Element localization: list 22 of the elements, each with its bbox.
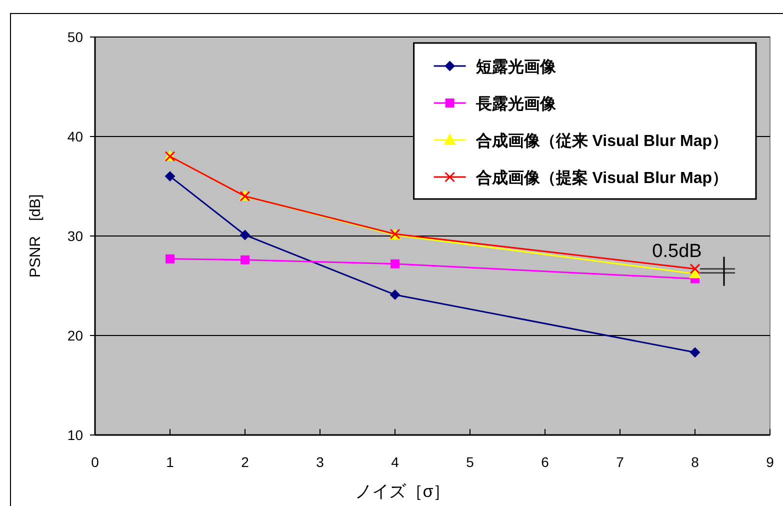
x-tick-label: 3 bbox=[316, 454, 324, 470]
x-tick-label: 0 bbox=[91, 454, 100, 470]
y-tick-label: 20 bbox=[67, 328, 84, 344]
legend-label: 合成画像（提案 Visual Blur Map） bbox=[474, 168, 728, 187]
x-tick-label: 9 bbox=[766, 454, 774, 470]
y-tick-label: 10 bbox=[67, 427, 84, 443]
annotation: 0.5dB bbox=[652, 240, 702, 262]
y-axis-title: PSNR [dB] bbox=[27, 194, 44, 278]
x-tick-label: 6 bbox=[541, 454, 550, 470]
x-tick-label: 4 bbox=[391, 454, 400, 470]
legend-label: 長露光画像 bbox=[474, 95, 557, 113]
x-tick-label: 5 bbox=[466, 454, 474, 470]
x-axis-title: ノイズ［σ］ bbox=[354, 482, 450, 501]
y-tick-label: 50 bbox=[67, 29, 84, 45]
x-tick-label: 8 bbox=[691, 454, 700, 470]
x-tick-label: 1 bbox=[166, 454, 174, 470]
legend-label: 短露光画像 bbox=[474, 58, 557, 76]
y-tick-label: 30 bbox=[67, 228, 84, 244]
legend-label: 合成画像（従来 Visual Blur Map） bbox=[474, 132, 728, 150]
y-tick-label: 40 bbox=[67, 128, 84, 144]
x-tick-label: 2 bbox=[241, 454, 250, 470]
x-tick-label: 7 bbox=[616, 454, 624, 470]
